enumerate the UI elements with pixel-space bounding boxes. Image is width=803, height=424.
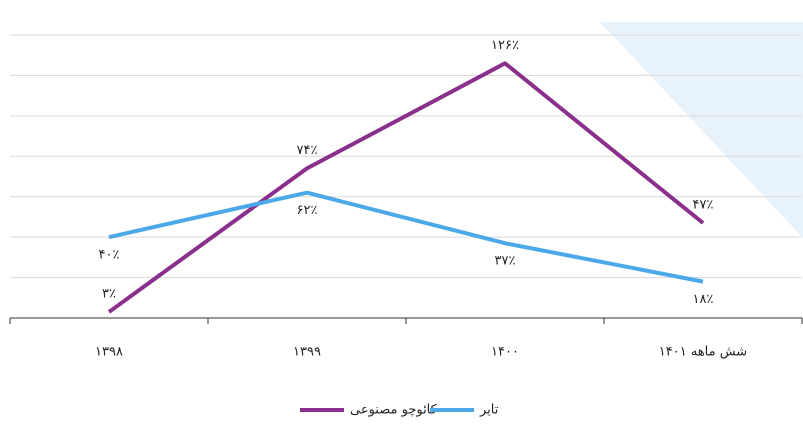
data-label: ۱۲۶٪ xyxy=(491,38,519,53)
background-shape xyxy=(600,22,803,238)
data-label: ۳٪ xyxy=(102,286,116,301)
x-tick-label: شش ماهه ۱۴۰۱ xyxy=(659,345,747,360)
data-label: ۶۲٪ xyxy=(297,203,318,218)
data-label: ۳۷٪ xyxy=(495,254,516,269)
data-label: ۱۸٪ xyxy=(693,292,714,307)
series-line xyxy=(107,61,705,314)
x-tick-label: ۱۴۰۰ xyxy=(491,345,519,360)
data-label: ۷۴٪ xyxy=(297,143,318,158)
data-label: ۴۰٪ xyxy=(99,248,120,263)
legend-label: تایر xyxy=(479,403,499,418)
data-label: ۴۷٪ xyxy=(693,197,714,212)
x-tick-label: ۱۳۹۸ xyxy=(95,345,123,360)
x-tick-label: ۱۳۹۹ xyxy=(293,345,321,360)
series-line xyxy=(108,190,704,284)
legend-label: کائوچو مصنوعی xyxy=(350,403,438,418)
